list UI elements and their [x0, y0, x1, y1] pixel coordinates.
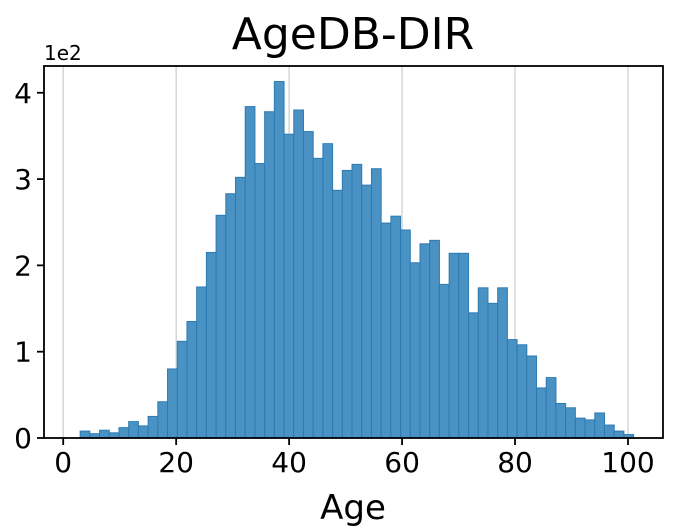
bars-group: [79, 81, 635, 439]
x-tick-label: 20: [158, 446, 194, 479]
histogram-bar: [400, 229, 411, 439]
histogram-bar: [264, 111, 275, 439]
y-tick-label: 0: [14, 422, 32, 455]
histogram-bar: [196, 286, 207, 439]
histogram-bar: [477, 287, 489, 439]
histogram-bar: [526, 355, 538, 439]
histogram-bar: [167, 368, 178, 439]
histogram-bar: [341, 169, 353, 439]
x-tick-label: 80: [497, 446, 533, 479]
x-ticks-group: 0 20 40 60 80 100: [54, 438, 655, 479]
y-axis-offset-label: 1e2: [44, 41, 82, 65]
histogram-bar: [186, 320, 198, 439]
histogram-bar: [137, 425, 149, 439]
histogram-bar: [487, 302, 499, 439]
histogram-bar: [438, 283, 450, 439]
histogram-bar: [370, 168, 382, 439]
histogram-bar: [458, 252, 470, 439]
histogram-bar: [429, 239, 440, 439]
histogram-bar: [584, 419, 596, 439]
histogram-bar: [312, 157, 324, 439]
histogram-bar: [283, 133, 295, 439]
histogram-bar: [302, 131, 314, 439]
histogram-bar: [506, 339, 518, 439]
histogram-bar: [419, 243, 431, 439]
histogram-bar: [361, 184, 372, 439]
histogram-bar: [99, 429, 110, 439]
histogram-bar: [545, 377, 557, 439]
y-tick-label: 4: [14, 77, 32, 110]
histogram-bar: [176, 340, 188, 439]
histogram-bar: [604, 424, 615, 439]
y-tick-label: 3: [14, 163, 32, 196]
x-tick-label: 40: [271, 446, 307, 479]
histogram-bar: [293, 109, 304, 439]
histogram-bar: [390, 215, 402, 439]
histogram-bar: [594, 412, 606, 439]
histogram-bar: [273, 81, 285, 439]
histogram-bar: [235, 176, 246, 439]
histogram-bar: [322, 143, 334, 439]
histogram-bar: [215, 214, 227, 439]
histogram-bar: [254, 163, 266, 439]
histogram-bar: [351, 163, 363, 439]
x-axis-label: Age: [320, 488, 386, 528]
histogram-bar: [448, 252, 460, 439]
histogram-bar: [79, 430, 91, 439]
x-tick-label: 60: [384, 446, 420, 479]
histogram-bar: [157, 401, 169, 439]
histogram-bar: [244, 106, 256, 439]
y-ticks-group: 0 1 2 3 4: [14, 77, 44, 455]
histogram-bar: [332, 189, 343, 439]
histogram-bar: [516, 344, 528, 439]
histogram-bar: [147, 415, 159, 439]
histogram-bar: [565, 407, 576, 439]
histogram-bar: [574, 417, 586, 439]
chart-title: AgeDB-DIR: [232, 9, 474, 60]
histogram-bar: [409, 262, 421, 439]
histogram-bar: [555, 402, 567, 439]
histogram-bar: [128, 421, 139, 439]
histogram-bar: [536, 387, 547, 439]
histogram-bar: [225, 193, 237, 439]
histogram-bar: [468, 312, 479, 439]
x-tick-label: 0: [54, 446, 72, 479]
histogram-bar: [380, 222, 392, 439]
histogram-bar: [497, 287, 508, 439]
y-tick-label: 1: [14, 336, 32, 369]
y-tick-label: 2: [14, 249, 32, 282]
x-tick-label: 100: [601, 446, 654, 479]
axes-frame: [43, 65, 664, 439]
histogram-bar: [205, 251, 217, 439]
histogram-bar: [613, 430, 625, 439]
histogram-bar: [118, 427, 130, 439]
